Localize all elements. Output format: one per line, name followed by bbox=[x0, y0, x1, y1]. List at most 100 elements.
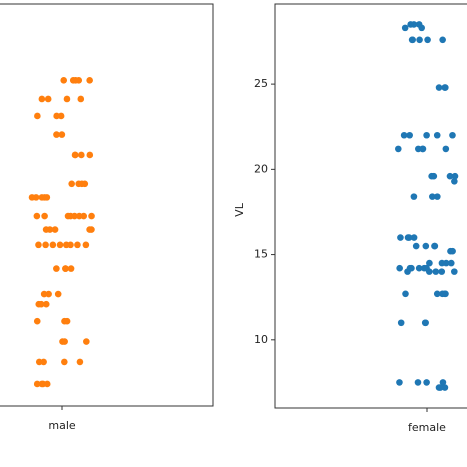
strip-point bbox=[401, 24, 409, 32]
strip-point bbox=[86, 151, 94, 159]
strip-point bbox=[42, 241, 49, 249]
strip-point bbox=[62, 265, 69, 272]
strip-point bbox=[407, 21, 414, 28]
strip-point bbox=[88, 212, 95, 220]
strip-point bbox=[57, 112, 65, 120]
strip-point bbox=[40, 290, 48, 298]
strip-point bbox=[53, 265, 60, 272]
strip-point bbox=[51, 226, 59, 233]
strip-point bbox=[75, 212, 83, 220]
strip-point bbox=[431, 242, 439, 250]
strip-point bbox=[56, 241, 64, 249]
strip-point bbox=[63, 95, 71, 103]
strip-point bbox=[43, 380, 51, 388]
strip-point bbox=[38, 194, 46, 201]
strip-point bbox=[61, 358, 68, 366]
strip-point bbox=[77, 95, 85, 103]
strip-point bbox=[83, 338, 90, 345]
x-tick-label: female bbox=[408, 421, 446, 434]
strip-point bbox=[54, 290, 62, 298]
strip-point bbox=[422, 319, 429, 327]
strip-point bbox=[424, 36, 431, 44]
strip-point bbox=[406, 131, 413, 139]
strip-point bbox=[38, 95, 46, 103]
strip-point bbox=[409, 36, 417, 44]
strip-point bbox=[451, 172, 459, 180]
strip-point bbox=[86, 77, 93, 84]
strip-point bbox=[53, 131, 60, 138]
strip-point bbox=[451, 268, 458, 275]
strip-point bbox=[43, 194, 51, 201]
strip-point bbox=[67, 265, 75, 272]
plot-frame bbox=[0, 3, 214, 407]
strip-point bbox=[82, 241, 90, 249]
strip-point bbox=[33, 380, 41, 388]
strip-point bbox=[44, 95, 52, 103]
strip-point bbox=[33, 212, 41, 220]
strip-point bbox=[78, 180, 86, 188]
strip-point bbox=[61, 338, 68, 345]
strip-point bbox=[74, 241, 81, 249]
strip-point bbox=[433, 290, 441, 298]
y-tick-label: 20 bbox=[254, 162, 268, 175]
strip-point bbox=[397, 234, 404, 241]
strip-point bbox=[415, 264, 423, 272]
strip-point bbox=[410, 234, 418, 241]
strip-point bbox=[437, 384, 444, 391]
strip-point bbox=[429, 193, 436, 200]
strip-point bbox=[412, 242, 420, 250]
strip-point bbox=[410, 193, 418, 200]
strip-point bbox=[60, 77, 68, 84]
strip-point bbox=[438, 268, 446, 275]
strip-point bbox=[438, 259, 446, 267]
strip-point bbox=[425, 268, 433, 275]
strip-point bbox=[442, 84, 449, 91]
strip-point bbox=[397, 319, 405, 327]
strip-point bbox=[428, 172, 435, 180]
strip-point bbox=[42, 300, 50, 308]
strip-point bbox=[418, 24, 426, 32]
strip-point bbox=[78, 151, 85, 159]
strip-point bbox=[396, 379, 403, 386]
y-axis-label: VL bbox=[233, 202, 246, 217]
strip-point bbox=[423, 131, 430, 139]
strip-point bbox=[62, 241, 70, 249]
strip-point bbox=[395, 145, 402, 153]
strip-point bbox=[58, 131, 66, 138]
strip-point bbox=[433, 131, 441, 139]
strip-point bbox=[35, 241, 42, 249]
strip-point bbox=[34, 112, 41, 120]
strip-point bbox=[76, 358, 84, 366]
plot-frame bbox=[274, 3, 467, 409]
strip-point bbox=[446, 172, 454, 180]
strip-point bbox=[400, 131, 408, 139]
strip-point bbox=[451, 177, 458, 185]
strip-point bbox=[396, 264, 403, 272]
strip-point bbox=[86, 226, 93, 233]
strip-point bbox=[423, 379, 430, 386]
strip-point bbox=[33, 317, 41, 325]
strip-point bbox=[435, 84, 443, 91]
strip-point bbox=[439, 36, 446, 44]
strip-point bbox=[72, 77, 79, 84]
strip-point bbox=[71, 151, 79, 159]
strip-point bbox=[71, 212, 78, 220]
strip-point bbox=[426, 259, 433, 267]
strip-point bbox=[414, 379, 422, 386]
y-tick-label: 10 bbox=[254, 333, 268, 346]
strip-point bbox=[432, 268, 440, 275]
strip-point bbox=[449, 247, 456, 255]
strip-point bbox=[420, 264, 428, 272]
strip-point bbox=[37, 300, 45, 308]
strip-point bbox=[434, 193, 441, 200]
strip-point bbox=[416, 36, 423, 44]
strip-point bbox=[447, 259, 455, 267]
y-tick-label: 15 bbox=[254, 248, 268, 261]
strip-point bbox=[49, 241, 57, 249]
strip-point bbox=[404, 268, 411, 275]
strip-point bbox=[439, 379, 447, 386]
strip-point bbox=[53, 112, 60, 120]
strip-point bbox=[41, 212, 48, 220]
strip-point bbox=[405, 234, 413, 241]
